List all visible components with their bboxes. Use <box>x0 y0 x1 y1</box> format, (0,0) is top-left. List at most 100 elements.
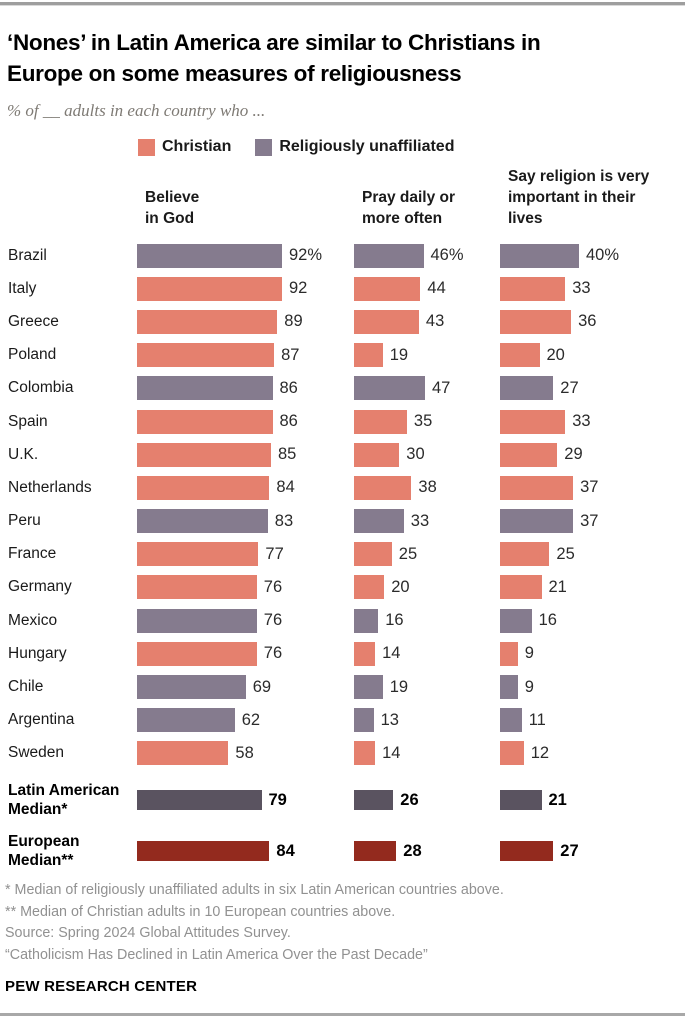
bar-unaffiliated <box>354 608 379 633</box>
bar-christian <box>354 575 385 600</box>
footnote-source: Source: Spring 2024 Global Attitudes Sur… <box>5 925 291 941</box>
bar-panel: 14 <box>354 741 500 766</box>
bar-panel: 89 <box>137 309 354 334</box>
bar-panel: 76 <box>137 575 354 600</box>
bar-panel: 20 <box>500 343 677 368</box>
bar-christian <box>354 542 392 567</box>
value-label: 83 <box>274 511 294 530</box>
bar-christian <box>500 741 524 766</box>
column-header-pray: Pray daily or more often <box>362 189 456 227</box>
bar-christian <box>500 343 540 368</box>
value-label: 35 <box>413 412 433 431</box>
legend-item-christian: Christian <box>138 138 231 156</box>
bar-unaffiliated <box>137 675 246 700</box>
bar-panel: 86 <box>137 376 354 401</box>
bar-panel: 30 <box>354 442 500 467</box>
country-label: Poland <box>8 346 57 364</box>
bar-christian <box>500 475 574 500</box>
value-label: 87 <box>281 345 300 364</box>
bar-panel: 21 <box>500 790 677 810</box>
column-header-believe: Believe in God <box>145 189 200 227</box>
bar-panel: 27 <box>500 376 677 401</box>
chart-row-brazil: Brazil 92% 46% 40% <box>0 239 685 272</box>
chart-subtitle: % of __ adults in each country who ... <box>7 101 266 120</box>
bar-panel: 35 <box>354 409 500 434</box>
bar-panel: 62 <box>137 708 354 733</box>
bar-latam_median <box>137 790 262 810</box>
value-label: 26 <box>400 790 419 809</box>
bottom-divider <box>0 1013 685 1016</box>
bar-panel: 20 <box>354 575 500 600</box>
column-header-importance: Say religion is very important in their … <box>508 168 650 227</box>
value-label: 36 <box>578 312 597 331</box>
chart-row-colombia: Colombia 86 47 27 <box>0 372 685 405</box>
bar-panel: 9 <box>500 641 677 666</box>
country-label: Mexico <box>8 611 58 629</box>
value-label: 9 <box>524 644 534 663</box>
bar-christian <box>354 409 407 434</box>
value-label: 20 <box>546 345 565 364</box>
value-label: 33 <box>572 279 591 298</box>
country-label: Argentina <box>8 711 75 729</box>
bar-unaffiliated <box>500 675 518 700</box>
country-label: Germany <box>8 578 72 596</box>
value-label: 16 <box>385 611 404 630</box>
value-label: 30 <box>406 445 425 464</box>
chart-row-poland: Poland 87 19 20 <box>0 339 685 372</box>
chart-row-peru: Peru 83 33 37 <box>0 505 685 538</box>
country-label: Brazil <box>8 246 47 264</box>
bar-chart-rows: Brazil 92% 46% 40% Italy 92 44 33 Greece 89 43 36 Po… <box>0 239 685 872</box>
bar-panel: 12 <box>500 741 677 766</box>
bar-panel: 83 <box>137 509 354 534</box>
footnote-1: * Median of religiously unaffiliated adu… <box>5 882 504 898</box>
bar-panel: 14 <box>354 641 500 666</box>
country-label: Hungary <box>8 644 67 662</box>
value-label: 47 <box>432 378 451 397</box>
chart-row-latin-american-median: Latin American Median* 79 26 21 <box>0 779 685 821</box>
value-label: 76 <box>263 577 283 596</box>
bar-christian <box>354 475 412 500</box>
bar-panel: 37 <box>500 509 677 534</box>
bar-panel: 86 <box>137 409 354 434</box>
bar-christian <box>137 343 275 368</box>
bar-panel: 25 <box>354 542 500 567</box>
value-label: 9 <box>524 677 534 696</box>
value-label: 38 <box>418 478 437 497</box>
value-label: 21 <box>548 577 567 596</box>
bar-panel: 25 <box>500 542 677 567</box>
bar-unaffiliated <box>354 243 424 268</box>
bar-panel: 79 <box>137 790 354 810</box>
country-label: France <box>8 545 57 563</box>
value-label: 43 <box>425 312 445 331</box>
country-label: U.K. <box>8 445 39 463</box>
bar-christian <box>137 276 282 301</box>
top-divider <box>0 2 685 6</box>
value-label: 11 <box>528 710 546 729</box>
country-label: Netherlands <box>8 478 92 496</box>
bar-panel: 13 <box>354 708 500 733</box>
bar-panel: 29 <box>500 442 677 467</box>
bar-christian <box>354 442 400 467</box>
bar-unaffiliated <box>354 376 425 401</box>
bar-christian <box>137 409 273 434</box>
bar-panel: 33 <box>500 409 677 434</box>
bar-euro_median <box>137 841 270 861</box>
legend-label-unaffiliated: Religiously unaffiliated <box>279 138 455 155</box>
value-label: 19 <box>389 677 409 696</box>
value-label: 92 <box>289 279 308 298</box>
chart-row-hungary: Hungary 76 14 9 <box>0 637 685 670</box>
value-label: 46% <box>430 246 464 265</box>
value-label: 69 <box>252 677 272 696</box>
country-label: Spain <box>8 412 48 430</box>
bar-panel: 43 <box>354 309 500 334</box>
chart-title-line-1: ‘Nones’ in Latin America are similar to … <box>7 30 541 55</box>
bar-christian <box>354 343 383 368</box>
bar-unaffiliated <box>137 708 235 733</box>
value-label: 12 <box>530 743 550 762</box>
country-label: Colombia <box>8 379 74 397</box>
bar-panel: 46% <box>354 243 500 268</box>
chart-row-germany: Germany 76 20 21 <box>0 571 685 604</box>
bar-unaffiliated <box>354 675 383 700</box>
bar-panel: 33 <box>500 276 677 301</box>
bar-panel: 21 <box>500 575 677 600</box>
